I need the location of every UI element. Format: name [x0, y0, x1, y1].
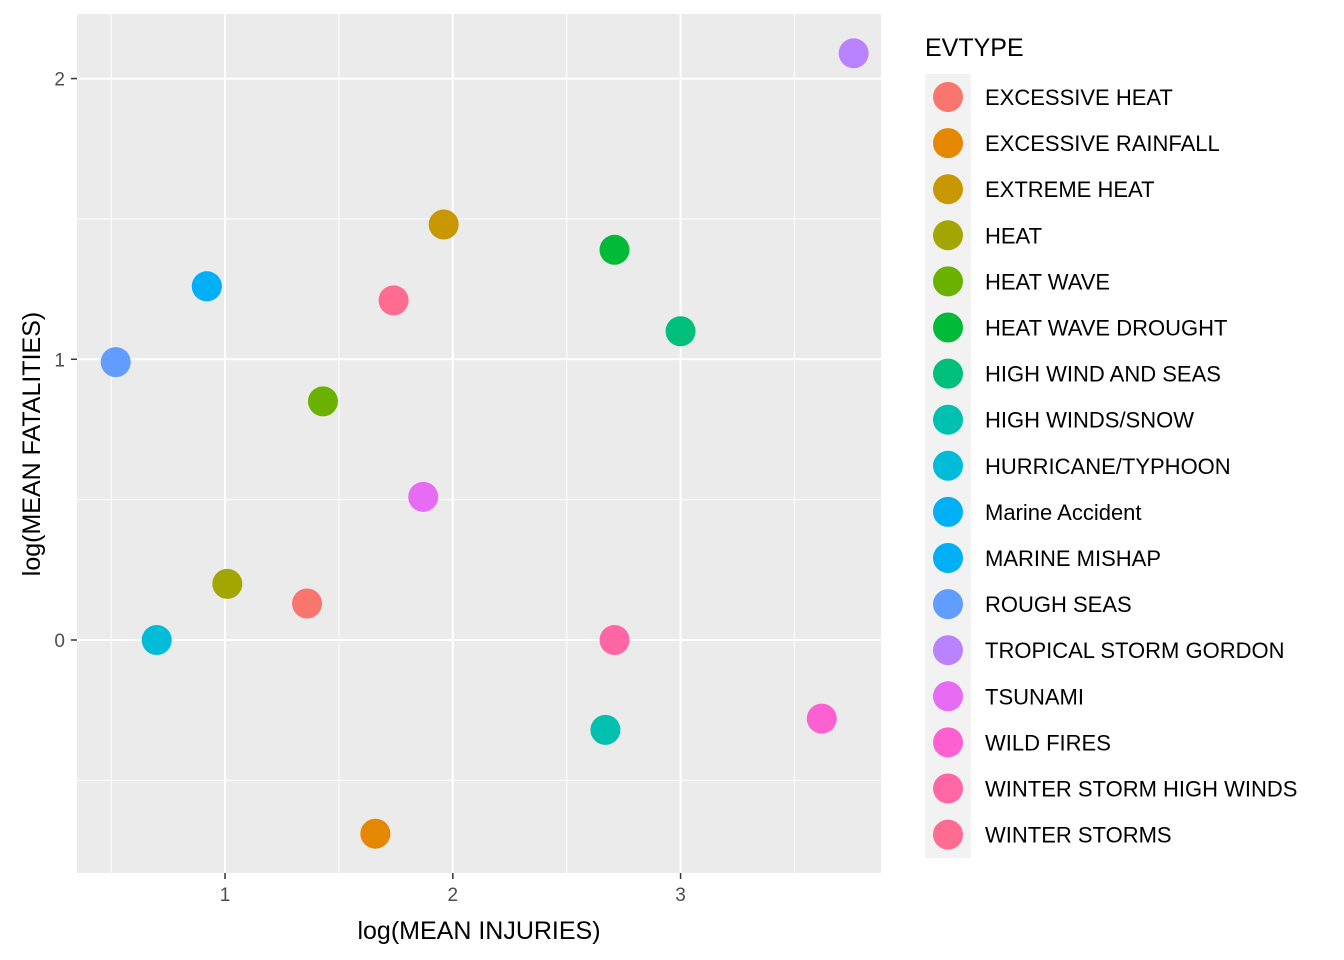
data-point: [599, 625, 630, 656]
data-point: [360, 818, 391, 849]
legend-key: [933, 727, 963, 758]
x-tick-label: 3: [675, 885, 686, 906]
legend-key: [933, 358, 963, 389]
data-point: [590, 714, 621, 745]
y-axis-title: log(MEAN FATALITIES): [18, 312, 46, 576]
minor-gridlines: [77, 14, 881, 873]
legend-label: Marine Accident: [985, 500, 1142, 525]
legend-key: [933, 128, 963, 159]
data-point: [665, 316, 696, 347]
data-point: [378, 285, 409, 316]
legend-key: [933, 450, 963, 481]
data-point: [428, 209, 459, 240]
legend-label: HEAT WAVE: [985, 269, 1110, 294]
legend-key: [933, 589, 963, 620]
legend-label: HIGH WIND AND SEAS: [985, 362, 1221, 387]
data-point: [806, 703, 837, 734]
data-points: [100, 38, 869, 849]
legend-key: [933, 819, 963, 850]
legend-key: [933, 404, 963, 435]
x-tick-label: 2: [448, 885, 459, 906]
x-tick-label: 1: [220, 885, 231, 906]
data-point: [292, 588, 323, 619]
legend-key: [933, 681, 963, 712]
legend-key: [933, 635, 963, 666]
x-axis-title: log(MEAN INJURIES): [357, 917, 600, 945]
legend-label: EXCESSIVE HEAT: [985, 85, 1173, 110]
legend-label: HIGH WINDS/SNOW: [985, 408, 1194, 433]
tick-labels: 1 2 3 0 1 2: [54, 70, 685, 906]
data-point: [141, 625, 172, 656]
legend-label: HURRICANE/TYPHOON: [985, 454, 1231, 479]
data-point: [191, 271, 222, 302]
legend-label: EXCESSIVE RAINFALL: [985, 131, 1220, 156]
legend-key: [933, 174, 963, 205]
legend-key: [933, 312, 963, 343]
legend-key: [933, 496, 963, 527]
data-point: [307, 386, 338, 417]
legend-title: EVTYPE: [925, 34, 1024, 62]
legend-label: WINTER STORM HIGH WINDS: [985, 777, 1297, 802]
legend-label: ROUGH SEAS: [985, 592, 1132, 617]
legend-key: [933, 266, 963, 297]
legend-label: WILD FIRES: [985, 730, 1111, 755]
y-tick-label: 0: [54, 631, 65, 652]
data-point: [100, 347, 131, 378]
legend-label: TSUNAMI: [985, 684, 1084, 709]
major-gridlines: [77, 14, 881, 873]
data-point: [838, 38, 869, 69]
data-point: [599, 234, 630, 265]
legend-key: [933, 220, 963, 251]
legend-key: [933, 82, 963, 112]
y-tick-label: 2: [54, 70, 65, 91]
legend-label: WINTER STORMS: [985, 823, 1172, 848]
axis-ticks: [71, 77, 682, 879]
panel-background: [77, 14, 881, 873]
legend-label: MARINE MISHAP: [985, 546, 1161, 571]
legend-items: EXCESSIVE HEAT EXCESSIVE RAINFALL EXTREME …: [933, 82, 1297, 850]
legend-key: [933, 773, 963, 804]
legend-label: TROPICAL STORM GORDON: [985, 638, 1284, 663]
legend-key: [933, 543, 963, 573]
data-point: [408, 481, 439, 512]
legend-label: HEAT WAVE DROUGHT: [985, 316, 1227, 341]
legend-label: HEAT: [985, 223, 1042, 248]
legend-label: EXTREME HEAT: [985, 177, 1155, 202]
y-tick-label: 1: [54, 350, 65, 371]
data-point: [212, 568, 243, 599]
